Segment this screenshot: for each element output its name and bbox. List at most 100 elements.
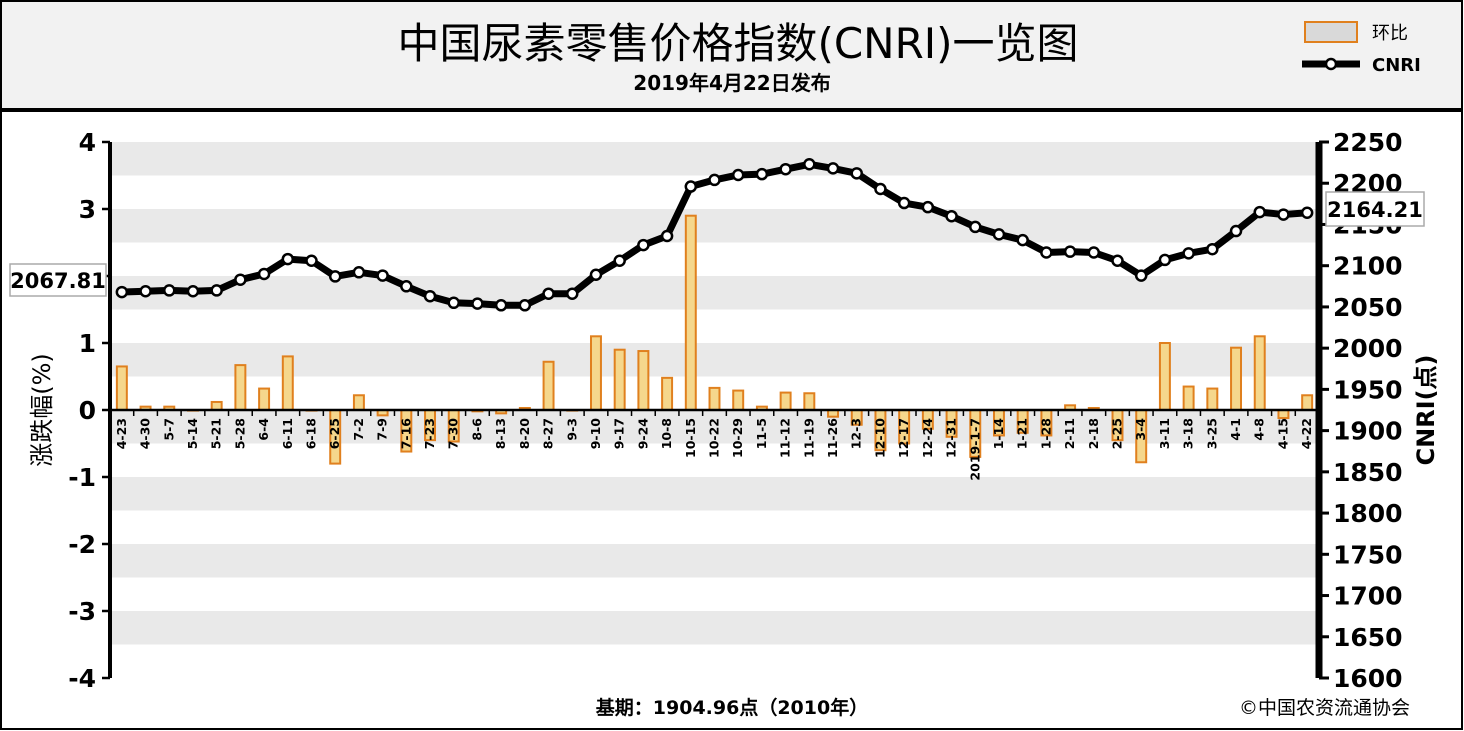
x-tick-label: 7-9 — [375, 418, 390, 441]
grid-bands — [110, 142, 1319, 645]
cnri-point-7-2 — [352, 266, 366, 279]
cnri-point-12-24 — [921, 200, 935, 214]
cnri-point-9-3 — [566, 287, 579, 300]
bar-9-10 — [589, 335, 602, 411]
last-value-callout: 2164.21 — [1325, 191, 1425, 227]
x-tick-label: 6-25 — [327, 418, 342, 449]
first-value-callout: 2067.81 — [9, 263, 107, 297]
x-tick-label: 10-8 — [659, 418, 674, 449]
cnri-point-4-30 — [139, 285, 152, 298]
x-tick-label: 11-5 — [754, 418, 769, 449]
chart-subtitle: 2019年4月22日发布 — [633, 71, 830, 95]
x-tick-label: 4-1 — [1228, 418, 1243, 441]
bar-10-8 — [661, 376, 674, 411]
copyright-note: ©中国农资流通协会 — [1239, 697, 1410, 719]
bar-6-4 — [258, 387, 271, 411]
bar-11-19 — [803, 392, 816, 411]
legend-line-marker — [1324, 57, 1338, 71]
x-tick-label: 2-11 — [1062, 418, 1077, 449]
cnri-point-3-11 — [1158, 253, 1172, 267]
cnri-point-3-4 — [1134, 269, 1148, 282]
x-tick-label: 6-11 — [280, 418, 295, 449]
y-left-tick-label: 4 — [79, 128, 96, 157]
cnri-point-6-4 — [257, 267, 271, 281]
cnri-point-2-18 — [1087, 246, 1101, 259]
cnri-point-2-25 — [1111, 254, 1124, 267]
x-tick-label: 10-22 — [707, 418, 722, 458]
cnri-point-8-20 — [518, 299, 532, 312]
y-right-tick-label: 1900 — [1333, 417, 1403, 446]
last-value-label: 2164.21 — [1327, 198, 1423, 222]
y-left-tick-label: -4 — [68, 664, 96, 693]
x-tick-label: 11-26 — [825, 418, 840, 458]
bar-7-2 — [352, 394, 365, 412]
y-left-axis-label: 涨跌幅(%) — [28, 353, 56, 467]
x-tick-label: 3-18 — [1181, 418, 1196, 449]
x-tick-label: 3-11 — [1157, 418, 1172, 449]
x-tick-label: 9-3 — [564, 418, 579, 441]
x-tick-label: 12-10 — [872, 418, 887, 458]
cnri-point-5-21 — [210, 284, 223, 297]
cnri-point-12-10 — [874, 182, 887, 196]
cnri-point-11-19 — [803, 158, 816, 171]
x-tick-label: 1-21 — [1015, 418, 1030, 449]
x-tick-label: 2019-1-7 — [967, 418, 982, 481]
first-value-box — [9, 263, 107, 297]
legend-bar-label: 环比 — [1372, 23, 1408, 44]
x-tick-label: 4-22 — [1299, 418, 1314, 449]
x-tick-label: 7-16 — [398, 418, 413, 450]
cnri-point-11-26 — [826, 162, 840, 175]
x-tick-label: 11-19 — [801, 418, 816, 458]
bar-3-18 — [1182, 385, 1195, 411]
y-right-tick-label: 1850 — [1333, 458, 1403, 487]
chart-title: 中国尿素零售价格指数(CNRI)一览图 — [397, 19, 1078, 68]
x-tick-label: 1-14 — [991, 418, 1006, 450]
cnri-point-7-23 — [423, 289, 437, 303]
y-left-tick-label: -3 — [68, 597, 96, 626]
x-tick-label: 8-20 — [517, 418, 532, 450]
bar-9-24 — [637, 350, 650, 412]
cnri-point-10-15 — [684, 180, 698, 193]
cnri-point-10-8 — [660, 229, 674, 243]
cnri-point-4-23 — [115, 285, 129, 299]
cnri-point-12-17 — [897, 196, 911, 210]
y-right-tick-label: 1600 — [1333, 664, 1403, 693]
x-tick-label: 8-27 — [541, 418, 556, 449]
cnri-point-3-25 — [1206, 242, 1219, 256]
y-right-tick-label: 1800 — [1333, 499, 1403, 528]
y-right-tick-label: 1950 — [1333, 375, 1403, 404]
x-tick-label: 12-3 — [849, 418, 864, 449]
y-right-tick-label: 2000 — [1333, 334, 1403, 363]
y-right-tick-label: 1750 — [1333, 540, 1403, 569]
y-left-tick-label: -2 — [68, 530, 96, 559]
header-panel — [2, 2, 1461, 110]
cnri-point-2019-1-7 — [969, 220, 982, 234]
cnri-point-3-18 — [1182, 247, 1195, 260]
bar-4-8 — [1253, 335, 1266, 411]
cnri-point-4-8 — [1253, 205, 1266, 219]
x-tick-label: 9-24 — [635, 418, 650, 450]
y-left-tick-label: 3 — [79, 195, 96, 224]
axes: -4-3-2-101234160016501700175018001850190… — [68, 128, 1402, 693]
cnri-point-9-17 — [613, 254, 626, 267]
x-tick-label: 3-4 — [1133, 418, 1148, 441]
grid-band — [110, 544, 1319, 578]
x-tick-label: 4-30 — [138, 418, 153, 450]
bar-10-15 — [684, 214, 697, 411]
y-right-tick-label: 2050 — [1333, 293, 1403, 322]
x-tick-label: 11-12 — [778, 418, 793, 458]
x-tick-label: 9-10 — [588, 418, 603, 450]
x-tick-label: 4-8 — [1252, 418, 1267, 441]
bar-10-22 — [708, 386, 721, 412]
bar-4-22 — [1301, 394, 1314, 412]
cnri-point-8-27 — [542, 287, 555, 300]
y-right-axis-label: CNRI(点) — [1412, 354, 1440, 465]
grid-band — [110, 209, 1319, 243]
bar-4-1 — [1230, 346, 1243, 412]
cnri-point-1-21 — [1016, 233, 1029, 247]
x-tick-label: 3-25 — [1204, 418, 1219, 449]
bar-5-28 — [234, 364, 247, 411]
grid-band — [110, 142, 1319, 176]
cnri-point-11-12 — [779, 162, 792, 176]
